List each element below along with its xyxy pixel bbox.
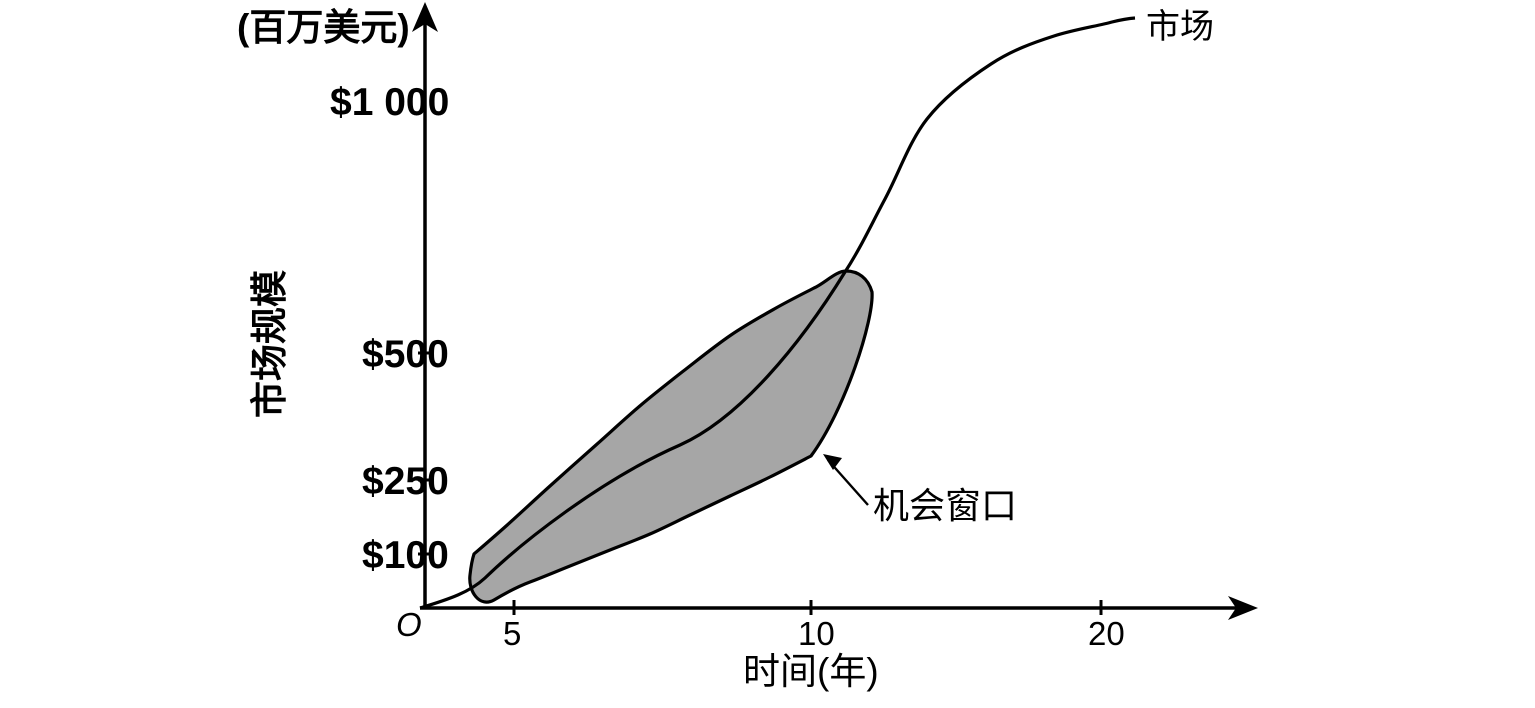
svg-text:机会窗口: 机会窗口 <box>873 485 1017 526</box>
svg-text:市场规模: 市场规模 <box>248 270 290 418</box>
svg-text:(百万美元): (百万美元) <box>237 7 410 48</box>
svg-text:O: O <box>396 606 422 643</box>
svg-text:$250: $250 <box>362 460 449 503</box>
svg-text:市场: 市场 <box>1146 8 1214 46</box>
svg-text:时间(年): 时间(年) <box>743 651 879 692</box>
svg-text:5: 5 <box>503 615 521 652</box>
svg-text:$1 000: $1 000 <box>330 81 449 124</box>
svg-text:$500: $500 <box>362 333 449 376</box>
svg-text:$100: $100 <box>362 534 449 577</box>
svg-text:10: 10 <box>798 615 835 652</box>
svg-text:20: 20 <box>1088 615 1125 652</box>
